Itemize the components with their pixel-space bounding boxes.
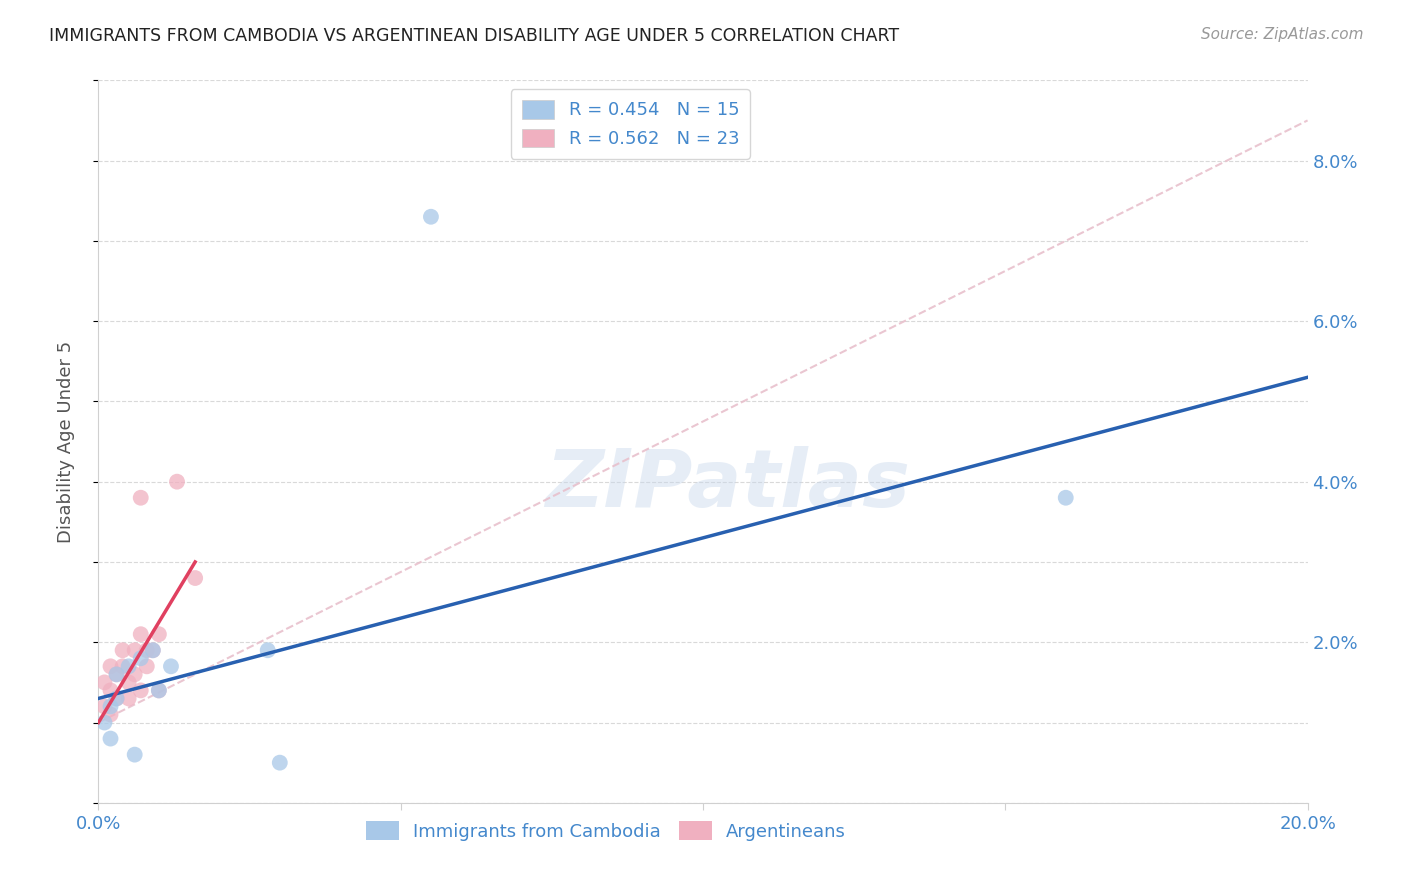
Point xyxy=(93,715,115,730)
Point xyxy=(420,210,443,224)
Point xyxy=(256,643,278,657)
Y-axis label: Disability Age Under 5: Disability Age Under 5 xyxy=(56,341,75,542)
Point xyxy=(105,691,128,706)
Point xyxy=(129,651,152,665)
Point xyxy=(100,707,122,722)
Point xyxy=(142,643,165,657)
Point xyxy=(93,675,115,690)
Point xyxy=(105,667,128,681)
Point xyxy=(118,659,141,673)
Point xyxy=(160,659,183,673)
Point xyxy=(105,667,128,681)
Point xyxy=(269,756,291,770)
Point xyxy=(129,627,152,641)
Point xyxy=(124,643,146,657)
Point xyxy=(100,731,122,746)
Point xyxy=(100,683,122,698)
Point xyxy=(111,643,134,657)
Point xyxy=(124,747,146,762)
Point xyxy=(184,571,207,585)
Point xyxy=(93,699,115,714)
Point xyxy=(148,683,170,698)
Text: IMMIGRANTS FROM CAMBODIA VS ARGENTINEAN DISABILITY AGE UNDER 5 CORRELATION CHART: IMMIGRANTS FROM CAMBODIA VS ARGENTINEAN … xyxy=(49,27,900,45)
Point xyxy=(105,691,128,706)
Point xyxy=(118,691,141,706)
Point xyxy=(135,643,157,657)
Legend: Immigrants from Cambodia, Argentineans: Immigrants from Cambodia, Argentineans xyxy=(360,814,853,848)
Point xyxy=(118,675,141,690)
Point xyxy=(129,683,152,698)
Text: Source: ZipAtlas.com: Source: ZipAtlas.com xyxy=(1201,27,1364,42)
Point xyxy=(100,699,122,714)
Point xyxy=(142,643,165,657)
Point xyxy=(111,659,134,673)
Point xyxy=(100,659,122,673)
Point xyxy=(1054,491,1077,505)
Point xyxy=(129,491,152,505)
Point xyxy=(166,475,188,489)
Point xyxy=(124,667,146,681)
Point xyxy=(148,683,170,698)
Point xyxy=(148,627,170,641)
Text: ZIPatlas: ZIPatlas xyxy=(544,446,910,524)
Point xyxy=(135,659,157,673)
